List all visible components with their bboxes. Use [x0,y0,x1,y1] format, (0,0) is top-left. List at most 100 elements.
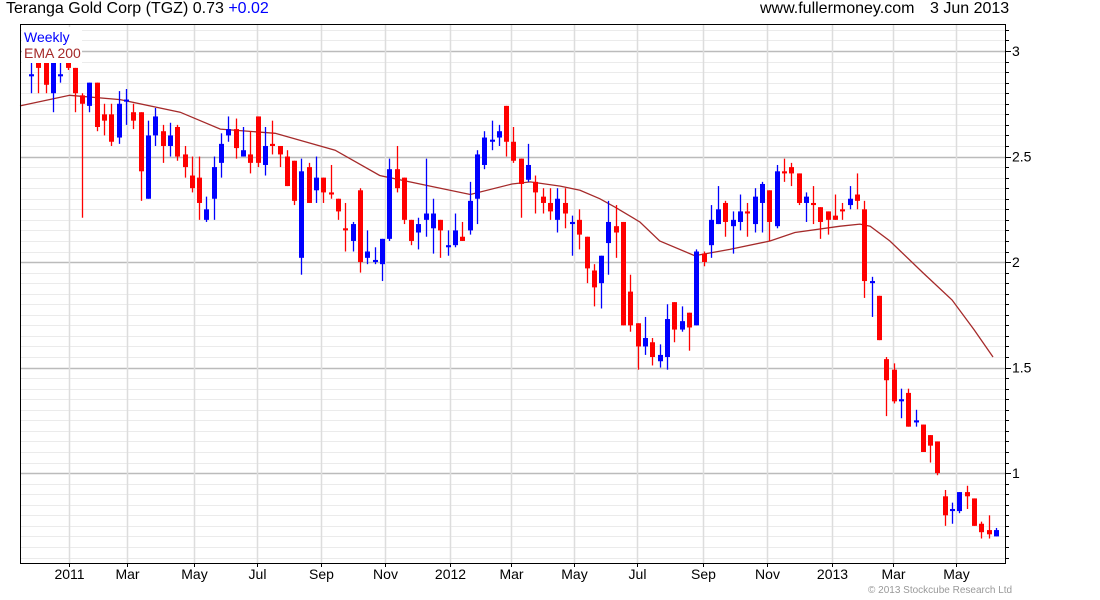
candle-body-up [709,219,714,246]
y-tick-label: 1.5 [1012,360,1032,376]
candle-body-down [833,215,838,220]
candle-body-down [321,177,326,193]
candle-body-up [446,245,451,248]
y-tick-label: 1 [1012,465,1020,481]
candle-body-down [438,219,443,231]
y-tick-label: 2.5 [1012,149,1032,165]
candle-body-up [351,224,356,241]
candle-body-up [994,530,999,537]
candle-body-down [80,95,85,104]
candle-body-up [380,238,385,265]
candle-body-up [299,171,304,258]
chart-title: Teranga Gold Corp (TGZ) 0.73 +0.02 [6,0,269,18]
candle-body-down [906,392,911,427]
price-change: +0.02 [228,0,269,17]
candle-body-up [153,116,158,136]
candle-body-down [840,209,845,212]
candle-body-up [848,198,853,206]
candle-body-up [753,196,758,225]
candle-body-down [548,202,553,212]
candle-body-down [66,61,71,68]
candle-body-down [818,207,823,222]
candle-body-up [29,74,34,77]
x-tick-label: May [181,566,207,582]
candle-body-up [416,224,421,233]
candle-body-down [782,171,787,174]
candle-body-up [760,183,765,203]
x-tick-label: Nov [373,566,398,582]
candle-body-up [870,281,875,284]
candle-body-down [921,424,926,452]
candle-body-down [73,67,78,94]
copyright: © 2013 Stockcube Research Ltd [868,585,1013,596]
candle-body-down [614,226,619,233]
candle-body-down [329,192,334,195]
candle-body-up [146,135,151,199]
candle-body-up [453,230,458,246]
candle-body-down [36,61,41,68]
candle-body-down [585,236,590,269]
candle-body-down [621,221,626,326]
candle-body-down [972,498,977,526]
candle-body-up [680,321,685,330]
candle-body-up [804,196,809,203]
candle-body-up [431,213,436,229]
candle-body-down [139,112,144,172]
candle-body-up [731,219,736,227]
candle-body-up [570,221,575,225]
candle-body-up [241,150,246,157]
candle-body-up [58,74,63,77]
candle-body-down [109,114,114,142]
candle-body-up [775,171,780,227]
candle-body-down [563,202,568,214]
candle-body-down [234,129,239,149]
candle-body-down [636,323,641,347]
candle-body-down [504,105,509,142]
candle-body-down [161,131,166,146]
candle-body-down [270,143,275,146]
candle-body-down [95,82,100,127]
candle-body-up [490,139,495,142]
candle-body-up [658,354,663,362]
candle-body-up [124,99,129,102]
candle-body-up [643,338,648,347]
candle-body-down [533,181,538,193]
candle-body-down [943,496,948,516]
candle-body-down [183,154,188,168]
grid [20,24,1005,563]
candle-body-up [599,255,604,284]
candle-body-up [212,167,217,199]
axes: 2011 Mar May Jul Sep Nov 2012 Mar May Jul Sep Nov 20… [54,30,1032,582]
candle-body-down [102,114,107,121]
x-tick-label: May [561,566,587,582]
candle-body-down [336,198,341,212]
candle-body-down [855,194,860,201]
candle-body-down [519,158,524,184]
candle-body-up [373,259,378,263]
candle-body-down [511,141,516,161]
x-tick-label: Sep [691,566,716,582]
candle-body-up [226,129,231,136]
candle-body-down [307,167,312,203]
x-tick-label: Mar [499,566,523,582]
legend-background [22,27,82,63]
candle-body-down [789,167,794,174]
candle-body-down [256,116,261,163]
x-tick-label: Jul [629,566,647,582]
candle-body-up [716,209,721,225]
candle-body-down [44,61,49,85]
candle-body-up [204,209,209,220]
candle-body-down [987,530,992,535]
x-tick-label: 2013 [817,566,848,582]
candle-body-up [468,200,473,231]
candle-body-down [395,169,400,189]
candle-body-up [899,399,904,402]
candle-body-up [665,319,670,358]
chart-date: 3 Jun 2013 [930,0,1010,17]
candle-body-up [475,154,480,199]
candle-body-down [292,160,297,201]
candle-body-down [131,112,136,121]
candle-body-up [950,508,955,512]
candle-body-up [482,137,487,165]
site-link[interactable]: www.fullermoney.com [760,0,915,17]
